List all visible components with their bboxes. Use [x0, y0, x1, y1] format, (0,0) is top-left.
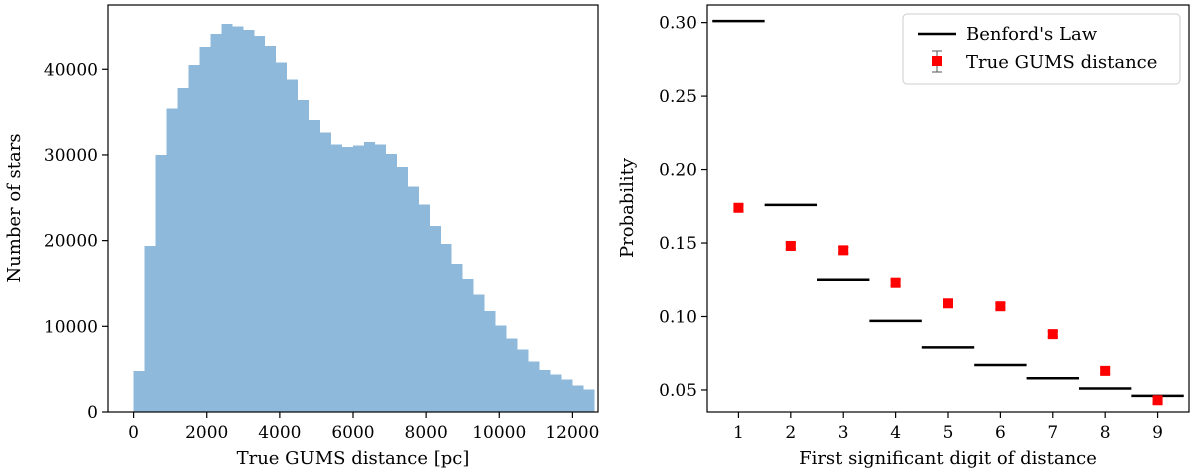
benford-marks	[712, 19, 1184, 406]
benford-x-tick-label: 2	[785, 423, 796, 443]
benford-x-tick-label: 9	[1152, 423, 1163, 443]
benford-ticks: 1 2 3 4 5 6 7 8 9 0.05 0.10 0.15 0.20 0.25 0.30	[659, 14, 1163, 443]
histogram-bar	[287, 79, 299, 413]
histogram-x-tick-label: 12000	[545, 423, 599, 443]
histogram-panel: 0 2000 4000 6000 8000 10000 12000 0 10000 20000 30…	[4, 4, 600, 469]
histogram-bar	[440, 244, 452, 412]
histogram-bar	[506, 338, 518, 412]
histogram-bar	[254, 35, 266, 413]
histogram-bar	[451, 263, 463, 412]
benford-y-tick-label: 0.20	[659, 161, 697, 181]
benford-x-tick-label: 7	[1047, 423, 1058, 443]
histogram-x-tick-label: 2000	[185, 423, 228, 443]
histogram-bar	[232, 26, 244, 413]
histogram-x-tick-label: 6000	[331, 423, 374, 443]
gums-point	[1047, 329, 1058, 340]
histogram-y-tick-label: 40000	[44, 60, 98, 80]
histogram-bar	[385, 154, 397, 413]
histogram-bar	[484, 310, 496, 412]
histogram-y-axis-label: Number of stars	[4, 133, 25, 282]
histogram-bar	[539, 370, 551, 412]
gums-point	[995, 301, 1006, 312]
histogram-y-tick-label: 30000	[44, 146, 98, 166]
histogram-bar	[353, 145, 364, 413]
histogram-bar	[210, 34, 222, 413]
histogram-bar	[221, 23, 233, 413]
histogram-bar	[517, 349, 529, 412]
histogram-bar	[188, 64, 200, 413]
gums-point	[890, 277, 901, 288]
benford-y-tick-label: 0.15	[659, 234, 697, 254]
benford-panel: 1 2 3 4 5 6 7 8 9 0.05 0.10 0.15 0.20 0.25 0.30 First …	[617, 4, 1190, 469]
histogram-bar	[199, 46, 211, 413]
histogram-bar	[528, 361, 540, 412]
histogram-bars	[133, 23, 595, 413]
histogram-x-axis-label: True GUMS distance [pc]	[237, 448, 470, 469]
histogram-bar	[561, 379, 573, 412]
histogram-ticks: 0 2000 4000 6000 8000 10000 12000 0 10000 20000 30…	[44, 60, 600, 443]
histogram-bar	[155, 154, 167, 412]
gums-point	[943, 298, 953, 309]
benford-y-axis-label: Probability	[617, 157, 638, 258]
benford-y-tick-label: 0.05	[659, 381, 697, 401]
legend-benford-label: Benford's Law	[966, 24, 1098, 45]
histogram-x-tick-label: 10000	[472, 423, 526, 443]
benford-y-tick-label: 0.30	[659, 14, 697, 34]
benford-y-tick-label: 0.10	[659, 307, 697, 327]
histogram-bar	[331, 144, 343, 412]
histogram-x-tick-label: 0	[128, 423, 139, 443]
gums-point	[838, 245, 849, 256]
histogram-bar	[583, 389, 595, 412]
histogram-bar	[144, 245, 156, 412]
histogram-bar	[418, 204, 430, 412]
histogram-bar	[462, 279, 474, 412]
histogram-bar	[265, 46, 277, 413]
histogram-bar	[243, 29, 255, 413]
histogram-x-tick-label: 8000	[405, 423, 448, 443]
histogram-bar	[276, 62, 288, 413]
gums-point	[785, 240, 796, 251]
gums-point	[1100, 365, 1111, 376]
benford-x-tick-label: 1	[733, 423, 744, 443]
gums-point	[733, 202, 744, 213]
benford-x-axis-label: First significant digit of distance	[799, 448, 1097, 469]
histogram-bar	[429, 226, 441, 412]
benford-x-tick-label: 4	[890, 423, 901, 443]
histogram-bar	[166, 108, 178, 413]
legend-box	[902, 13, 1181, 85]
histogram-bar	[363, 142, 375, 413]
histogram-bar	[133, 370, 145, 412]
gums-point	[1152, 395, 1163, 406]
legend-gums-marker	[932, 56, 942, 66]
histogram-x-tick-label: 4000	[258, 423, 301, 443]
histogram-bar	[396, 166, 408, 412]
histogram-y-tick-label: 10000	[44, 317, 98, 337]
legend: Benford's Law True GUMS distance	[902, 13, 1181, 85]
histogram-y-tick-label: 20000	[44, 232, 98, 252]
histogram-bar	[550, 374, 562, 412]
histogram-bar	[298, 100, 310, 413]
histogram-y-tick-label: 0	[87, 403, 98, 423]
benford-x-tick-label: 8	[1100, 423, 1111, 443]
histogram-bar	[374, 144, 386, 412]
benford-x-tick-label: 6	[995, 423, 1006, 443]
benford-x-tick-label: 5	[943, 423, 954, 443]
histogram-bar	[407, 186, 419, 412]
histogram-bar	[342, 147, 353, 413]
histogram-bar	[473, 294, 485, 412]
legend-gums-label: True GUMS distance	[966, 52, 1157, 73]
histogram-bar	[495, 325, 507, 412]
histogram-bar	[320, 132, 332, 412]
histogram-bar	[177, 88, 189, 413]
benford-y-tick-label: 0.25	[659, 87, 697, 107]
histogram-bar	[572, 385, 584, 412]
histogram-bar	[309, 119, 321, 413]
benford-x-tick-label: 3	[838, 423, 849, 443]
